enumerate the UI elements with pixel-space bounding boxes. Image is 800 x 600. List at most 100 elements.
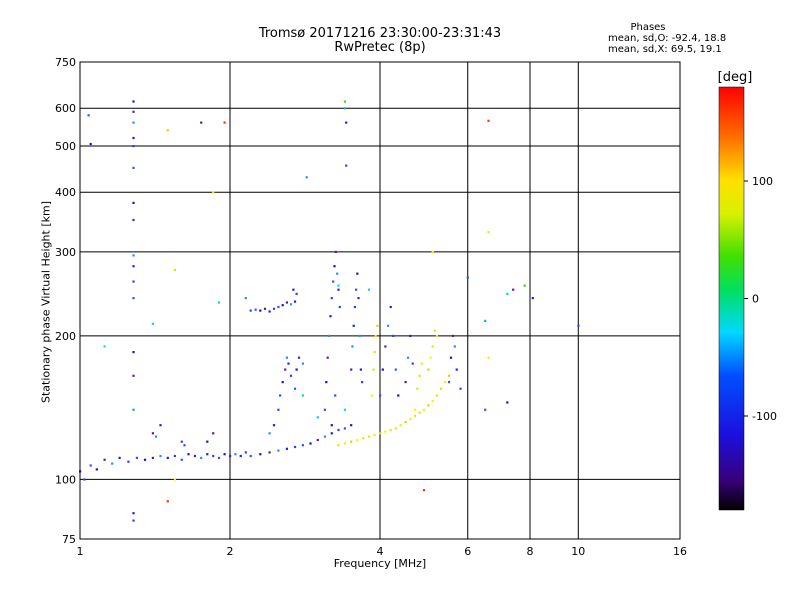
data-point xyxy=(234,453,237,456)
colorbar-ticks: 100 0 -100 xyxy=(744,175,777,423)
data-point xyxy=(404,420,407,424)
data-point xyxy=(111,462,114,465)
data-point xyxy=(166,456,169,459)
data-point xyxy=(229,454,232,458)
data-point xyxy=(132,254,135,257)
data-point xyxy=(272,307,276,310)
data-point xyxy=(487,119,490,122)
data-points xyxy=(79,100,580,522)
data-point xyxy=(173,454,176,458)
data-point xyxy=(427,368,430,371)
data-point xyxy=(413,408,417,411)
data-point xyxy=(187,453,190,456)
data-point xyxy=(577,324,580,327)
data-point xyxy=(389,428,392,432)
x-tick-label: 10 xyxy=(571,545,585,558)
data-point xyxy=(433,329,436,332)
data-point xyxy=(180,440,183,443)
data-point xyxy=(132,121,135,124)
data-point xyxy=(345,164,348,167)
data-point xyxy=(95,468,98,471)
data-point xyxy=(132,351,135,354)
data-point xyxy=(422,408,426,411)
x-tick-label: 2 xyxy=(227,545,234,558)
data-point xyxy=(384,345,387,348)
data-point xyxy=(427,404,430,407)
data-point xyxy=(367,435,371,438)
data-point xyxy=(359,368,362,371)
data-point xyxy=(431,345,434,348)
data-point xyxy=(206,440,209,443)
data-point xyxy=(132,512,135,515)
data-point xyxy=(295,368,298,371)
data-point xyxy=(297,356,301,359)
data-point xyxy=(350,368,353,371)
data-point xyxy=(279,394,282,397)
data-point xyxy=(418,411,421,414)
data-point xyxy=(103,458,106,461)
data-point xyxy=(362,437,365,440)
data-point xyxy=(309,442,312,445)
data-point xyxy=(206,453,209,456)
data-point xyxy=(277,449,280,452)
data-point xyxy=(183,444,186,447)
data-point xyxy=(435,394,438,397)
data-point xyxy=(132,408,135,411)
data-point xyxy=(418,374,421,377)
data-point xyxy=(132,265,135,268)
data-point xyxy=(487,356,490,359)
data-point xyxy=(118,456,121,459)
data-point xyxy=(447,374,451,377)
data-point xyxy=(404,381,407,384)
data-point xyxy=(453,345,456,348)
data-point xyxy=(132,218,135,222)
data-point xyxy=(103,345,106,348)
data-point xyxy=(151,432,154,435)
data-point xyxy=(328,334,331,337)
data-point xyxy=(411,362,414,365)
data-point xyxy=(416,387,419,390)
colorbar-tick-label: 100 xyxy=(752,175,773,188)
y-tick-label: 75 xyxy=(62,533,76,546)
data-point xyxy=(249,454,252,458)
data-point xyxy=(132,145,135,148)
data-point xyxy=(301,444,304,447)
x-axis-ticks: 1 2 4 6 8 10 16 xyxy=(77,545,688,558)
data-point xyxy=(132,166,135,169)
data-point xyxy=(466,276,469,279)
data-point xyxy=(132,519,135,522)
data-point xyxy=(345,121,348,124)
data-point xyxy=(89,464,92,467)
data-point xyxy=(343,100,346,103)
data-point xyxy=(439,387,443,390)
data-point xyxy=(334,250,337,253)
data-point xyxy=(334,394,337,397)
x-tick-label: 4 xyxy=(377,545,384,558)
data-point xyxy=(370,394,373,397)
data-point xyxy=(212,191,215,194)
data-point xyxy=(397,394,400,397)
data-point xyxy=(422,489,426,492)
data-point xyxy=(352,324,355,327)
colorbar-tick-label: 0 xyxy=(752,293,759,306)
data-point xyxy=(374,334,377,337)
data-point xyxy=(406,356,410,359)
data-point xyxy=(301,362,304,365)
data-point xyxy=(132,280,135,283)
data-point xyxy=(272,424,276,427)
data-point xyxy=(372,368,375,371)
data-point xyxy=(512,288,515,291)
data-point xyxy=(379,432,382,435)
data-point xyxy=(89,142,92,146)
data-point xyxy=(333,265,336,268)
data-point xyxy=(132,100,135,103)
data-point xyxy=(263,307,267,310)
data-point xyxy=(409,417,412,420)
data-point xyxy=(212,454,215,458)
data-point xyxy=(443,381,447,384)
data-point xyxy=(193,454,196,458)
data-point xyxy=(293,387,297,390)
data-point xyxy=(295,292,298,295)
colorbar-tick-label: -100 xyxy=(752,410,777,423)
data-point xyxy=(223,121,226,124)
